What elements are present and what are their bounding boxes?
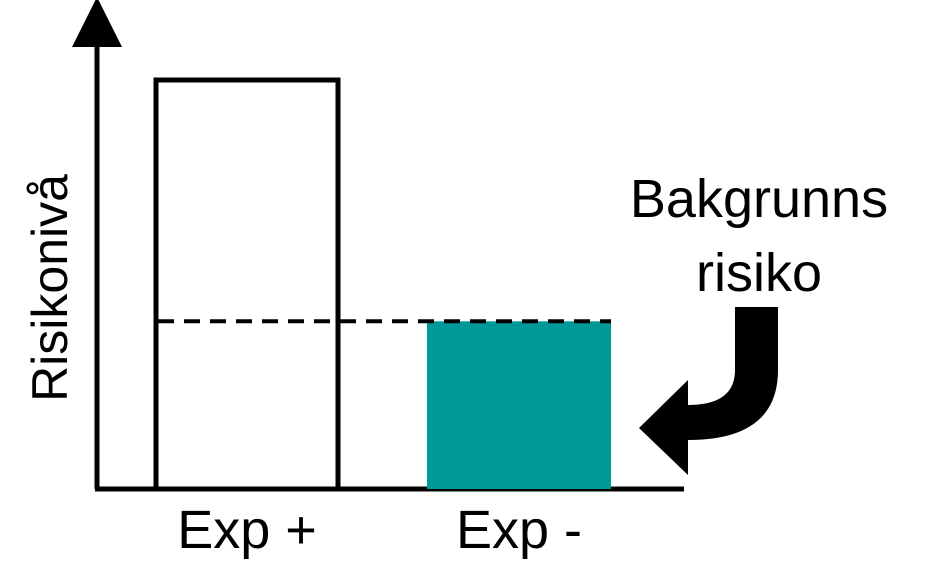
annotation-line-2: risiko: [696, 243, 822, 303]
bar-exp-minus: [427, 321, 611, 489]
annotation-arrow-icon: [639, 307, 778, 475]
category-label-exp-minus: Exp -: [456, 500, 582, 560]
bar-exp-plus: [153, 77, 341, 492]
annotation-line-1: Bakgrunns: [630, 169, 888, 229]
category-label-exp-plus: Exp +: [177, 500, 317, 560]
y-axis-label: Risikonivå: [22, 174, 78, 402]
